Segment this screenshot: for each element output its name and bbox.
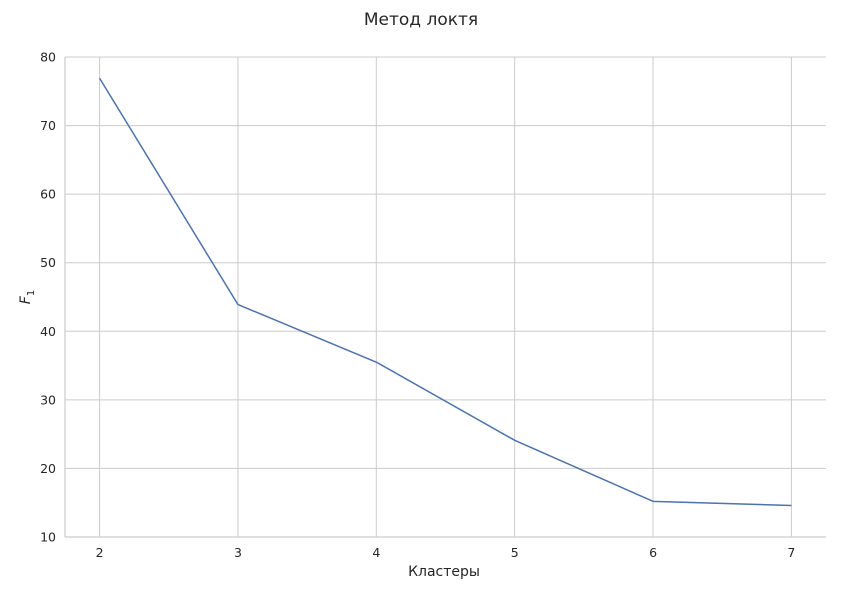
y-tick-label: 20 bbox=[40, 461, 56, 476]
x-tick-label: 4 bbox=[372, 545, 380, 560]
series-line bbox=[98, 77, 792, 507]
tick-labels: 10 20 30 40 50 60 70 80 2 3 4 5 6 7 bbox=[40, 50, 795, 561]
y-tick-label: 70 bbox=[40, 118, 56, 133]
y-tick-label: 60 bbox=[40, 187, 56, 202]
x-tick-label: 2 bbox=[96, 545, 104, 560]
chart-title: Метод локтя bbox=[363, 10, 479, 30]
x-tick-label: 7 bbox=[787, 545, 795, 560]
y-tick-label: 50 bbox=[40, 255, 56, 270]
x-axis-label: Кластеры bbox=[408, 564, 480, 580]
y-axis-label: F1 bbox=[18, 290, 37, 304]
y-axis-label-main: F bbox=[18, 295, 34, 304]
x-tick-label: 3 bbox=[234, 545, 242, 560]
series-lines bbox=[98, 77, 792, 507]
grid bbox=[65, 56, 826, 538]
x-tick-label: 6 bbox=[649, 545, 657, 560]
y-tick-label: 10 bbox=[40, 530, 56, 545]
y-axis-label-subscript: 1 bbox=[26, 290, 37, 296]
y-tick-label: 80 bbox=[40, 50, 56, 65]
x-tick-label: 5 bbox=[511, 545, 519, 560]
y-tick-label: 30 bbox=[40, 392, 56, 407]
y-tick-label: 40 bbox=[40, 324, 56, 339]
axes bbox=[64, 57, 826, 538]
